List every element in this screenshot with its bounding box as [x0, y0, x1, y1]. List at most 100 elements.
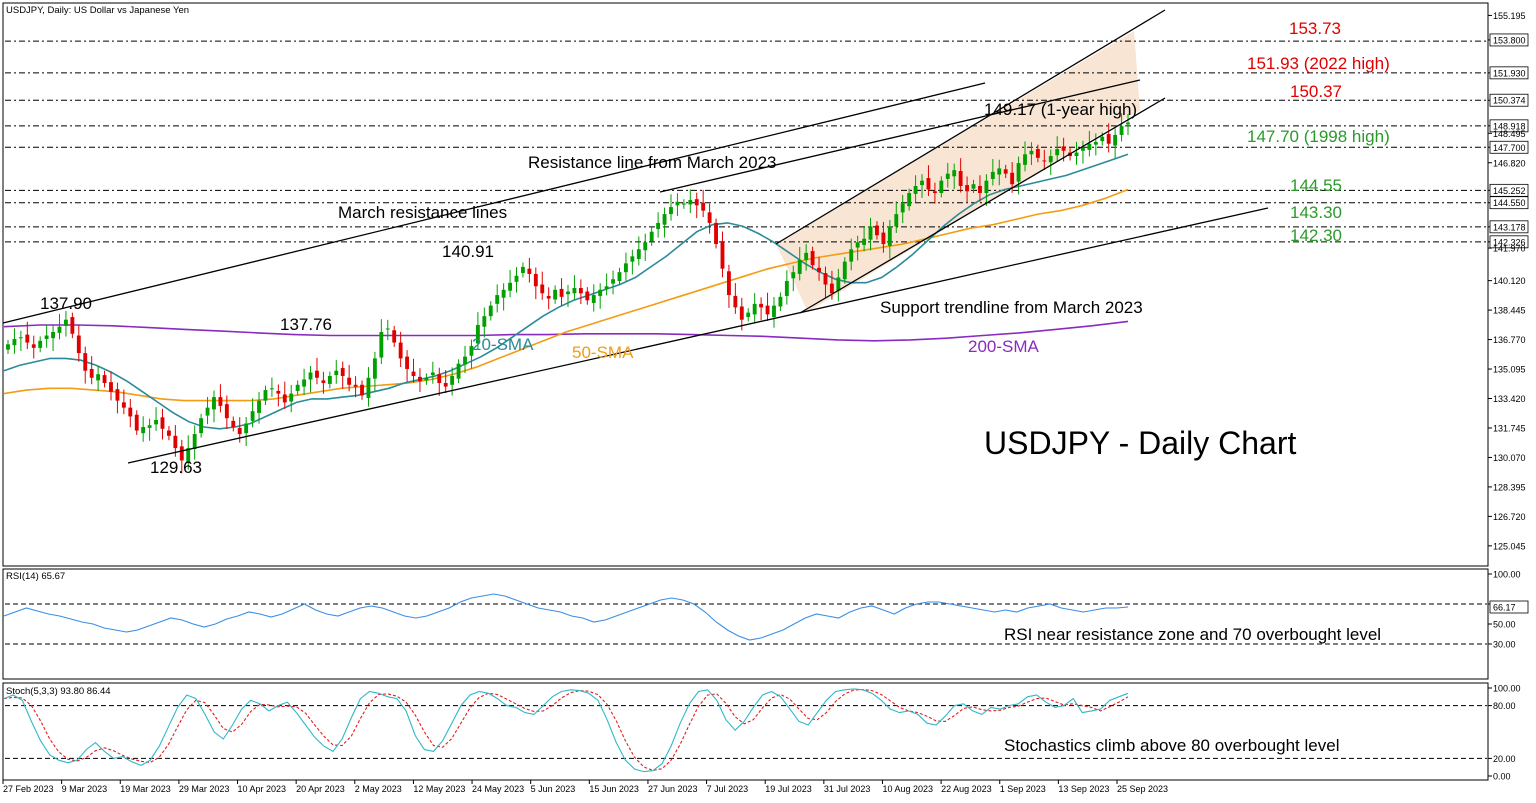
- label-support-trendline: Support trendline from March 2023: [880, 298, 1143, 317]
- candle-body: [997, 168, 1002, 175]
- level-lines: [5, 40, 1487, 243]
- price-tick-box: [1489, 196, 1529, 210]
- candle-body: [971, 184, 976, 189]
- candle-body: [224, 404, 229, 419]
- candle-body: [276, 390, 281, 394]
- stoch-tick-label: 20.00: [1493, 754, 1516, 764]
- candle-body: [160, 417, 165, 429]
- candle-body: [662, 214, 667, 225]
- candle-body: [868, 226, 873, 240]
- rsi-tick-label: 30.00: [1493, 640, 1516, 650]
- candle-body: [707, 212, 712, 223]
- candle-body: [1048, 156, 1053, 163]
- price-tick-label: 138.445: [1493, 306, 1526, 316]
- candle-body: [340, 368, 345, 376]
- candle-body: [321, 380, 326, 384]
- price-axis: 155.195 153.800 151.930 150.374 148.918148.4…: [1488, 11, 1529, 551]
- candle-body: [372, 358, 377, 379]
- candle-body: [166, 430, 171, 436]
- candle-body: [585, 291, 590, 301]
- candle-body: [932, 191, 937, 194]
- candle-body: [424, 377, 429, 381]
- candle-body: [894, 214, 899, 227]
- stoch-tick-label: 100.00: [1493, 684, 1521, 694]
- label-150-37: 150.37: [1290, 82, 1342, 101]
- candle-body: [746, 312, 751, 318]
- candle-body: [887, 226, 892, 246]
- candle-body: [752, 303, 757, 315]
- candle-body: [984, 180, 989, 194]
- candle-body: [179, 446, 184, 461]
- stoch-axis: 100.00 80.00 20.00 0.00: [1488, 684, 1521, 782]
- label-151-93-2022-high: 151.93 (2022 high): [1247, 54, 1390, 73]
- candle-body: [926, 178, 931, 190]
- rsi-annotation: RSI near resistance zone and 70 overboug…: [1004, 625, 1381, 644]
- candle-body: [958, 171, 963, 186]
- candle-body: [643, 242, 648, 251]
- stoch-tick-label: 80.00: [1493, 701, 1516, 711]
- label-20-sma: 20-SMA: [472, 335, 534, 354]
- candle-body: [269, 388, 274, 390]
- price-tick-label: 141.970: [1493, 244, 1526, 254]
- candle-body: [128, 407, 133, 417]
- candle-body: [482, 316, 487, 327]
- candle-body: [617, 272, 622, 281]
- candle-body: [842, 261, 847, 280]
- price-tick-label: 146.820: [1493, 158, 1526, 168]
- time-tick-label: 12 May 2023: [413, 784, 465, 794]
- candle-body: [508, 282, 512, 291]
- candle-body: [57, 326, 62, 333]
- price-tick-label: 151.930: [1493, 68, 1526, 78]
- stoch-annotation: Stochastics climb above 80 overbought le…: [1004, 736, 1339, 755]
- candle-body: [720, 242, 725, 269]
- candle-body: [797, 259, 802, 274]
- candle-body: [327, 375, 332, 384]
- price-tick-box: [1489, 140, 1529, 154]
- candles: [6, 113, 1130, 474]
- time-tick-label: 15 Jun 2023: [589, 784, 639, 794]
- time-tick-label: 27 Jun 2023: [648, 784, 698, 794]
- stoch-title: Stoch(5,3,3) 93.80 86.44: [6, 686, 111, 697]
- candle-body: [315, 370, 319, 378]
- time-axis: 27 Feb 2023 9 Mar 2023 19 Mar 2023 29 Mar 2…: [2, 780, 1168, 794]
- candle-body: [900, 203, 905, 213]
- march-resistance-line: [659, 79, 1141, 193]
- rsi-value-box: [1489, 600, 1529, 614]
- label-129-63: 129.63: [150, 458, 202, 477]
- candle-body: [495, 295, 500, 304]
- price-tick-label: 135.095: [1493, 365, 1526, 375]
- candle-body: [681, 203, 686, 205]
- candle-body: [939, 180, 944, 194]
- time-tick-label: 19 Mar 2023: [120, 784, 171, 794]
- time-tick-label: 31 Jul 2023: [824, 784, 871, 794]
- candle-body: [611, 279, 615, 284]
- candle-body: [965, 185, 970, 192]
- candle-body: [443, 383, 448, 387]
- candle-body: [636, 249, 641, 259]
- candle-body: [733, 295, 738, 308]
- time-tick-label: 22 Aug 2023: [941, 784, 992, 794]
- candle-body: [64, 319, 68, 326]
- candle-body: [990, 171, 995, 179]
- candle-body: [83, 353, 88, 371]
- label-137-90: 137.90: [40, 294, 92, 313]
- candle-body: [231, 420, 236, 428]
- candle-body: [398, 342, 403, 359]
- candle-body: [829, 283, 834, 294]
- candle-body: [514, 275, 519, 282]
- candle-body: [1035, 149, 1040, 158]
- candle-body: [141, 427, 146, 434]
- candle-body: [212, 397, 216, 410]
- candle-body: [521, 266, 525, 274]
- label-137-76: 137.76: [280, 315, 332, 334]
- candle-body: [18, 337, 23, 339]
- price-tick-label: 142.326: [1493, 237, 1526, 247]
- candle-body: [25, 334, 30, 343]
- candle-body: [759, 303, 764, 308]
- candle-body: [791, 272, 796, 279]
- candle-body: [308, 372, 313, 380]
- candle-body: [134, 414, 139, 431]
- candle-body: [701, 202, 706, 211]
